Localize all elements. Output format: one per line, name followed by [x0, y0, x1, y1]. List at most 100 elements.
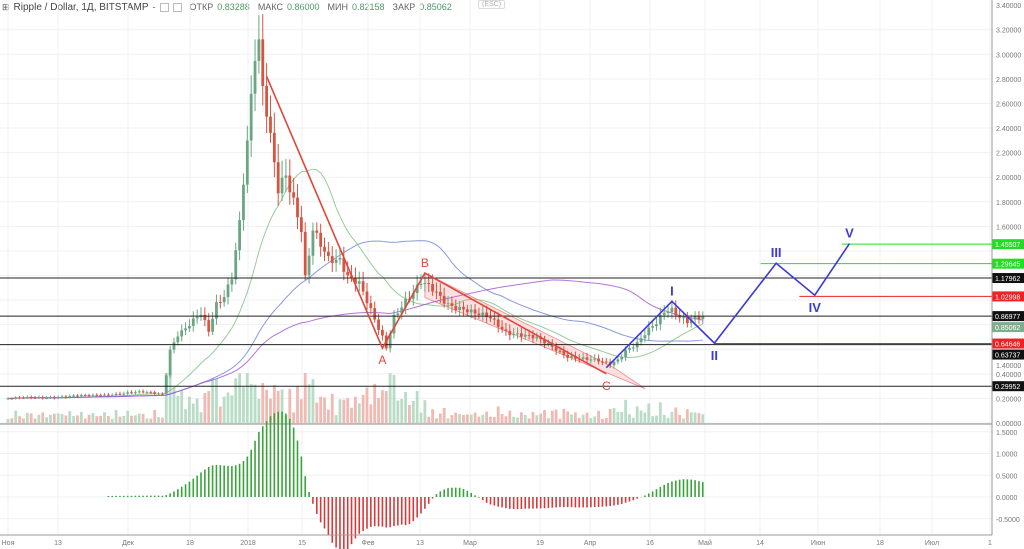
volume-bar: [218, 406, 222, 423]
candle-body: [354, 277, 357, 284]
candle-body: [106, 394, 110, 396]
wave-label: A: [378, 353, 386, 367]
volume-bar: [103, 412, 106, 423]
candle-body: [284, 175, 288, 178]
price-tag-label: 0.64646: [995, 342, 1020, 349]
candle-body: [72, 395, 76, 397]
candle-body: [33, 397, 37, 399]
volume-bar: [199, 412, 203, 423]
volume-bar: [670, 411, 674, 423]
volume-bar: [435, 418, 438, 423]
time-tick: 18: [186, 540, 194, 547]
volume-bar: [141, 413, 145, 423]
volume-bar: [52, 413, 56, 423]
volume-bar: [608, 408, 612, 423]
settings-icon[interactable]: [172, 2, 182, 12]
candle-body: [87, 395, 91, 397]
volume-bar: [454, 412, 458, 423]
volume-bar: [99, 415, 103, 423]
volume-bar: [585, 412, 589, 423]
volume-bar: [41, 412, 45, 423]
price-tick: 0.20000: [996, 396, 1021, 403]
candle-body: [52, 397, 56, 399]
volume-bar: [191, 403, 195, 423]
open-label: ОТКР: [189, 2, 214, 12]
candle-body: [593, 358, 597, 360]
candle-body: [597, 358, 600, 362]
impulse-line: [605, 243, 851, 369]
time-tick: 18: [876, 540, 884, 547]
volume-bar: [574, 412, 577, 423]
volume-bar: [253, 384, 257, 423]
candle-body: [91, 394, 95, 396]
volume-bar: [662, 414, 666, 423]
volume-bar: [373, 383, 377, 423]
time-tick: Мар: [463, 540, 477, 547]
volume-bar: [570, 414, 573, 423]
volume-bar: [620, 412, 624, 423]
candle-body: [631, 347, 635, 349]
candle-body: [25, 396, 29, 398]
volume-bar: [122, 415, 126, 423]
candle-body: [211, 318, 214, 332]
price-tag: [992, 273, 1024, 284]
candle-body: [616, 359, 620, 362]
candle-body: [126, 392, 130, 394]
candle-body: [601, 361, 604, 363]
volume-bar: [388, 373, 392, 423]
candle-body: [276, 162, 280, 194]
candle-body: [323, 246, 326, 252]
candle-body: [330, 256, 334, 263]
candle-body: [662, 312, 666, 316]
volume-bar: [485, 411, 489, 423]
candle-body: [415, 284, 419, 294]
volume-bar: [481, 414, 485, 423]
candle-body: [118, 393, 122, 395]
candle-body: [566, 354, 570, 358]
volume-bar: [639, 410, 643, 423]
volume-bar: [489, 416, 492, 423]
time-tick: 15: [298, 540, 306, 547]
volume-bar: [87, 414, 91, 423]
volume-bar: [172, 387, 176, 423]
price-tag-label: 1.02998: [995, 294, 1020, 301]
candle-body: [411, 293, 415, 299]
open-value: 0.83288: [217, 2, 250, 12]
candle-body: [639, 338, 643, 343]
volume-bar: [624, 399, 627, 423]
volume-bar: [299, 399, 303, 423]
volume-bar: [477, 416, 481, 423]
volume-bar: [307, 384, 311, 423]
candle-body: [438, 291, 442, 296]
candle-body: [207, 320, 211, 332]
volume-bar: [408, 405, 411, 423]
esc-hint[interactable]: (ESC): [478, 0, 506, 9]
volume-bar: [292, 412, 296, 423]
volume-bar: [195, 398, 199, 423]
expand-icon[interactable]: ⊞: [2, 1, 10, 12]
volume-bar: [562, 408, 566, 423]
volume-bar: [419, 412, 423, 423]
candle-body: [184, 328, 187, 331]
volume-bar: [269, 398, 272, 423]
price-tag-label: 0.86977: [995, 314, 1020, 321]
volume-bar: [261, 383, 265, 423]
candle-body: [492, 318, 496, 320]
volume-bar: [693, 412, 697, 423]
volume-bar: [473, 412, 477, 423]
price-tick: 2.20000: [996, 151, 1021, 158]
price-tick: 1.80000: [996, 200, 1021, 207]
hide-icon[interactable]: [159, 2, 169, 12]
candle-body: [558, 350, 562, 352]
price-tag: [992, 338, 1024, 349]
candle-body: [504, 329, 508, 331]
candle-body: [191, 318, 195, 326]
volume-bar: [601, 418, 604, 423]
price-tag: [992, 239, 1024, 250]
candle-body: [218, 302, 222, 304]
volume-bar: [527, 418, 531, 423]
candle-body: [303, 231, 307, 276]
candle-body: [230, 279, 234, 285]
header-dash: -: [152, 2, 156, 12]
